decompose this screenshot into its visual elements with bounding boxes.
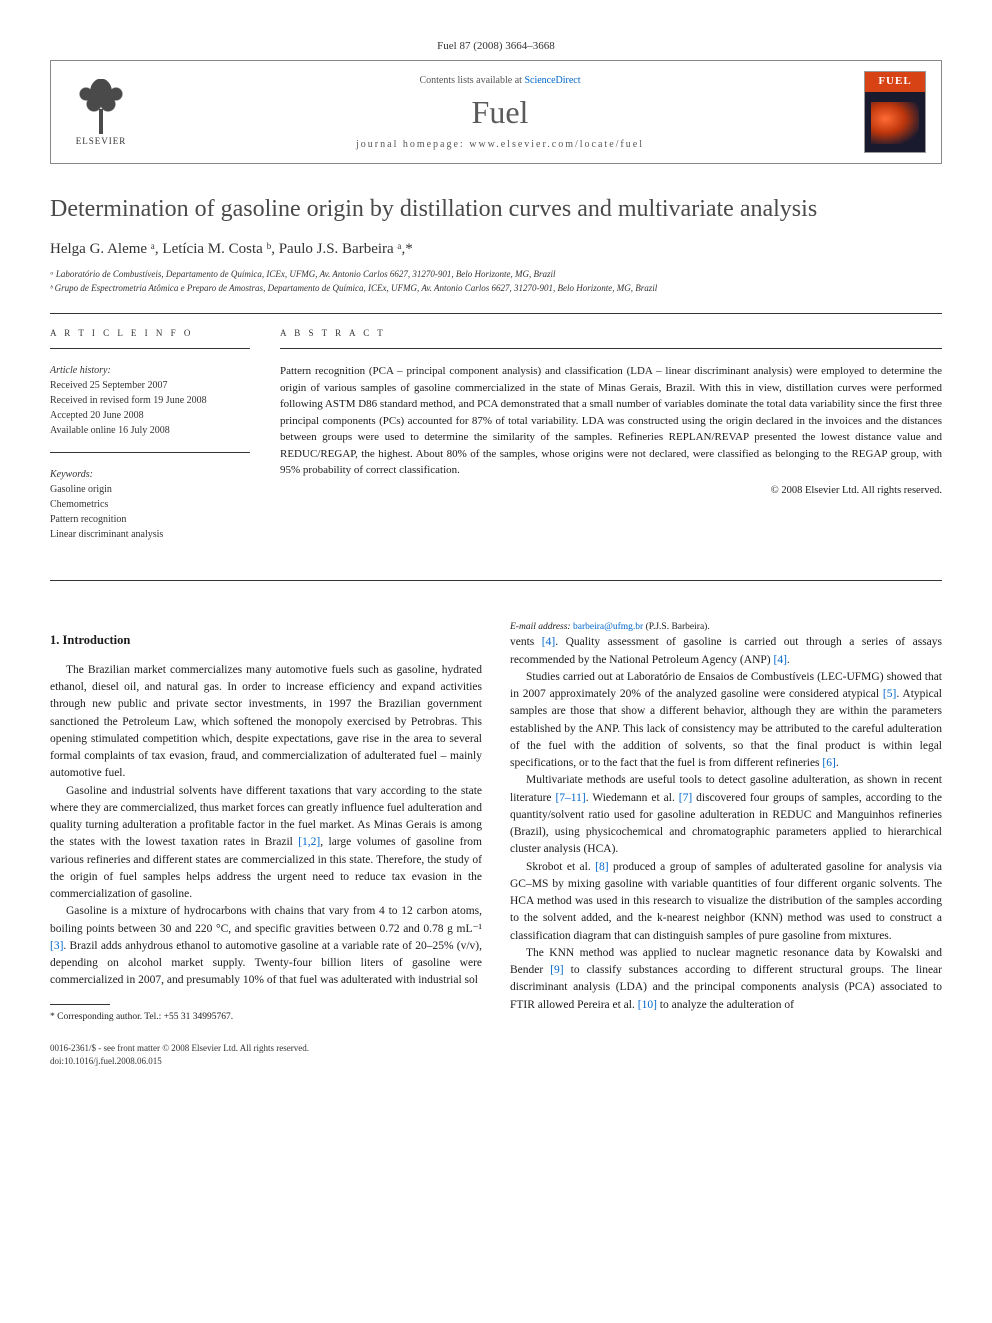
keyword-4: Linear discriminant analysis [50,527,250,542]
received-date: Received 25 September 2007 [50,378,250,393]
abstract-label: A B S T R A C T [280,328,942,338]
homepage-label: journal homepage: [356,139,469,150]
section-1-heading: 1. Introduction [50,631,482,650]
page-root: Fuel 87 (2008) 3664–3668 ELSEVIER Conten… [0,0,992,1107]
cover-art-icon [871,102,919,144]
email-suffix: (P.J.S. Barbeira). [643,622,710,632]
para-4: Studies carried out at Laboratório de En… [510,669,942,773]
para-5: Multivariate methods are useful tools to… [510,772,942,858]
homepage-url: www.elsevier.com/locate/fuel [469,139,644,150]
ref-6[interactable]: [6] [822,757,835,769]
corresponding-author: * Corresponding author. Tel.: +55 31 349… [50,1011,482,1024]
ref-9[interactable]: [9] [550,964,563,976]
ref-7-11[interactable]: [7–11] [555,792,585,804]
keyword-1: Gasoline origin [50,482,250,497]
divider-bottom [50,580,942,581]
affiliation-a: ᵃ Laboratório de Combustíveis, Departame… [50,268,942,282]
header-center: Contents lists available at ScienceDirec… [136,75,864,150]
footnote-separator [50,1004,110,1005]
doi-line: doi:10.1016/j.fuel.2008.06.015 [50,1055,942,1068]
keywords-divider [50,452,250,453]
journal-cover-thumbnail [864,71,926,153]
abstract-text: Pattern recognition (PCA – principal com… [280,363,942,479]
journal-name: Fuel [136,94,864,131]
email-link[interactable]: barbeira@ufmg.br [573,622,643,632]
email-line: E-mail address: barbeira@ufmg.br (P.J.S.… [510,621,942,634]
abstract-copyright: © 2008 Elsevier Ltd. All rights reserved… [280,485,942,496]
keyword-3: Pattern recognition [50,512,250,527]
article-info-column: A R T I C L E I N F O Article history: R… [50,328,250,556]
keyword-2: Chemometrics [50,497,250,512]
ref-10[interactable]: [10] [638,999,657,1011]
keywords-label: Keywords: [50,467,250,482]
body-text: 1. Introduction The Brazilian market com… [50,621,942,1024]
publisher-name: ELSEVIER [76,136,127,146]
keywords-block: Keywords: Gasoline origin Chemometrics P… [50,467,250,542]
affiliation-b: ᵇ Grupo de Espectrometria Atômica e Prep… [50,282,942,296]
ref-5[interactable]: [5] [883,688,896,700]
front-matter-line: 0016-2361/$ - see front matter © 2008 El… [50,1042,942,1055]
ref-1-2[interactable]: [1,2] [298,836,320,848]
para-7: The KNN method was applied to nuclear ma… [510,945,942,1014]
citation-line: Fuel 87 (2008) 3664–3668 [50,40,942,52]
ref-4a[interactable]: [4] [542,636,555,648]
author-list: Helga G. Aleme ᵃ, Letícia M. Costa ᵇ, Pa… [50,241,942,258]
abstract-column: A B S T R A C T Pattern recognition (PCA… [280,328,942,556]
online-date: Available online 16 July 2008 [50,423,250,438]
article-history: Article history: Received 25 September 2… [50,363,250,438]
info-divider [50,348,250,349]
ref-3[interactable]: [3] [50,940,63,952]
page-footer: 0016-2361/$ - see front matter © 2008 El… [50,1042,942,1067]
accepted-date: Accepted 20 June 2008 [50,408,250,423]
sciencedirect-link[interactable]: ScienceDirect [524,75,580,86]
email-label: E-mail address: [510,622,573,632]
article-info-label: A R T I C L E I N F O [50,328,250,338]
para-3: Gasoline is a mixture of hydrocarbons wi… [50,903,482,989]
contents-prefix: Contents lists available at [419,75,524,86]
divider-top [50,313,942,314]
revised-date: Received in revised form 19 June 2008 [50,393,250,408]
article-title: Determination of gasoline origin by dist… [50,194,942,225]
abstract-divider [280,348,942,349]
ref-7[interactable]: [7] [679,792,692,804]
para-6: Skrobot et al. [8] produced a group of s… [510,859,942,945]
ref-4b[interactable]: [4] [773,654,786,666]
para-3-cont: vents [4]. Quality assessment of gasolin… [510,634,942,669]
para-1: The Brazilian market commercializes many… [50,662,482,783]
info-abstract-row: A R T I C L E I N F O Article history: R… [50,328,942,556]
journal-header: ELSEVIER Contents lists available at Sci… [50,60,942,164]
history-label: Article history: [50,363,250,378]
ref-8[interactable]: [8] [595,861,608,873]
para-2: Gasoline and industrial solvents have di… [50,783,482,904]
elsevier-logo: ELSEVIER [66,72,136,152]
elsevier-tree-icon [76,79,126,134]
journal-homepage: journal homepage: www.elsevier.com/locat… [136,139,864,150]
affiliations: ᵃ Laboratório de Combustíveis, Departame… [50,268,942,295]
contents-available-line: Contents lists available at ScienceDirec… [136,75,864,86]
